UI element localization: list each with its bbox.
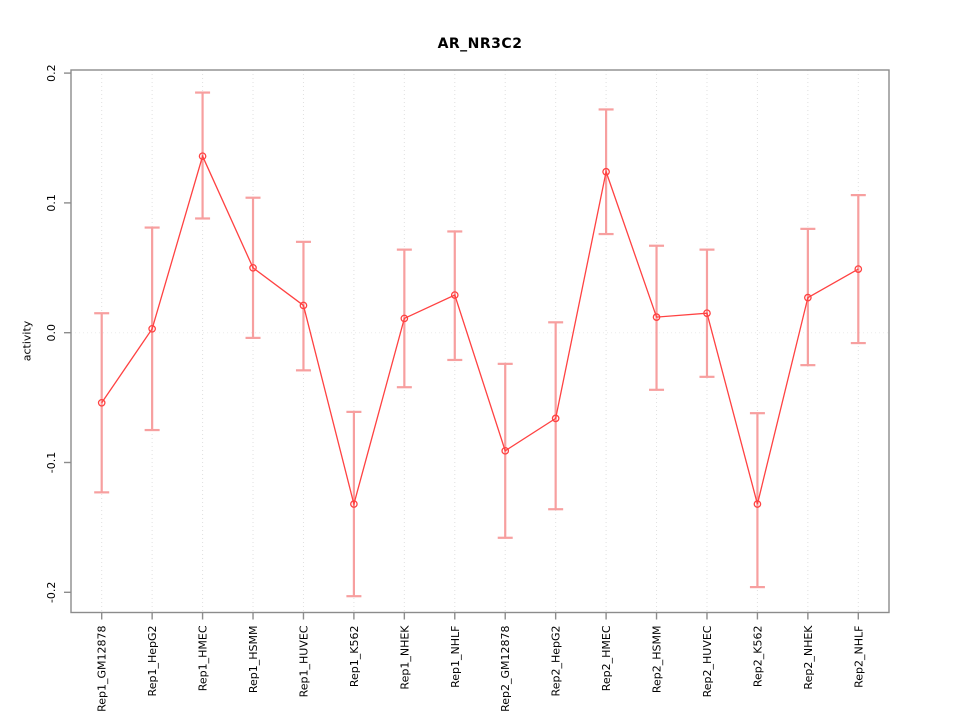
x-tick-label: Rep2_HUVEC bbox=[701, 625, 714, 697]
data-point bbox=[602, 167, 610, 176]
x-tick-label: Rep2_K562 bbox=[751, 626, 764, 688]
data-point bbox=[148, 324, 156, 333]
data-point bbox=[551, 414, 560, 423]
y-tick-label: 0.0 bbox=[45, 324, 58, 342]
x-tick-label: Rep1_HMEC bbox=[197, 625, 210, 691]
y-tick-label: -0.2 bbox=[45, 582, 58, 603]
data-point bbox=[753, 500, 762, 508]
data-point bbox=[400, 314, 409, 323]
x-tick-label: Rep2_HSMM bbox=[651, 626, 664, 694]
x-tick-label: Rep1_HepG2 bbox=[146, 626, 159, 697]
x-tick-label: Rep2_HepG2 bbox=[550, 626, 563, 697]
data-point bbox=[97, 398, 106, 407]
data-point bbox=[299, 301, 308, 310]
y-tick-label: -0.1 bbox=[45, 452, 58, 473]
x-tick-label: Rep2_GM12878 bbox=[499, 626, 512, 712]
data-point bbox=[501, 446, 510, 455]
data-point bbox=[450, 291, 459, 299]
x-tick-label: Rep1_K562 bbox=[348, 626, 361, 688]
data-point bbox=[804, 293, 812, 302]
data-point bbox=[249, 263, 257, 272]
data-point bbox=[652, 313, 661, 321]
x-tick-label: Rep2_HMEC bbox=[600, 625, 613, 691]
x-tick-label: Rep2_NHEK bbox=[802, 625, 815, 690]
y-tick-label: 0.2 bbox=[45, 64, 58, 82]
x-tick-label: Rep2_NHLF bbox=[852, 626, 865, 688]
series-line bbox=[101, 154, 859, 507]
chart-title: AR_NR3C2 bbox=[437, 36, 523, 52]
data-point bbox=[350, 500, 358, 508]
x-tick-label: Rep1_NHLF bbox=[449, 626, 462, 688]
y-axis-title: activity bbox=[20, 320, 34, 362]
x-tick-label: Rep1_GM12878 bbox=[96, 626, 109, 712]
x-tick-label: Rep1_NHEK bbox=[398, 625, 411, 690]
x-tick-label: Rep1_HUVEC bbox=[297, 625, 310, 697]
plot-box bbox=[70, 69, 890, 614]
data-point bbox=[854, 265, 863, 273]
y-tick-label: 0.1 bbox=[45, 194, 58, 212]
data-point bbox=[703, 309, 711, 318]
x-tick-label: Rep1_HSMM bbox=[247, 626, 260, 694]
data-point bbox=[198, 152, 207, 161]
